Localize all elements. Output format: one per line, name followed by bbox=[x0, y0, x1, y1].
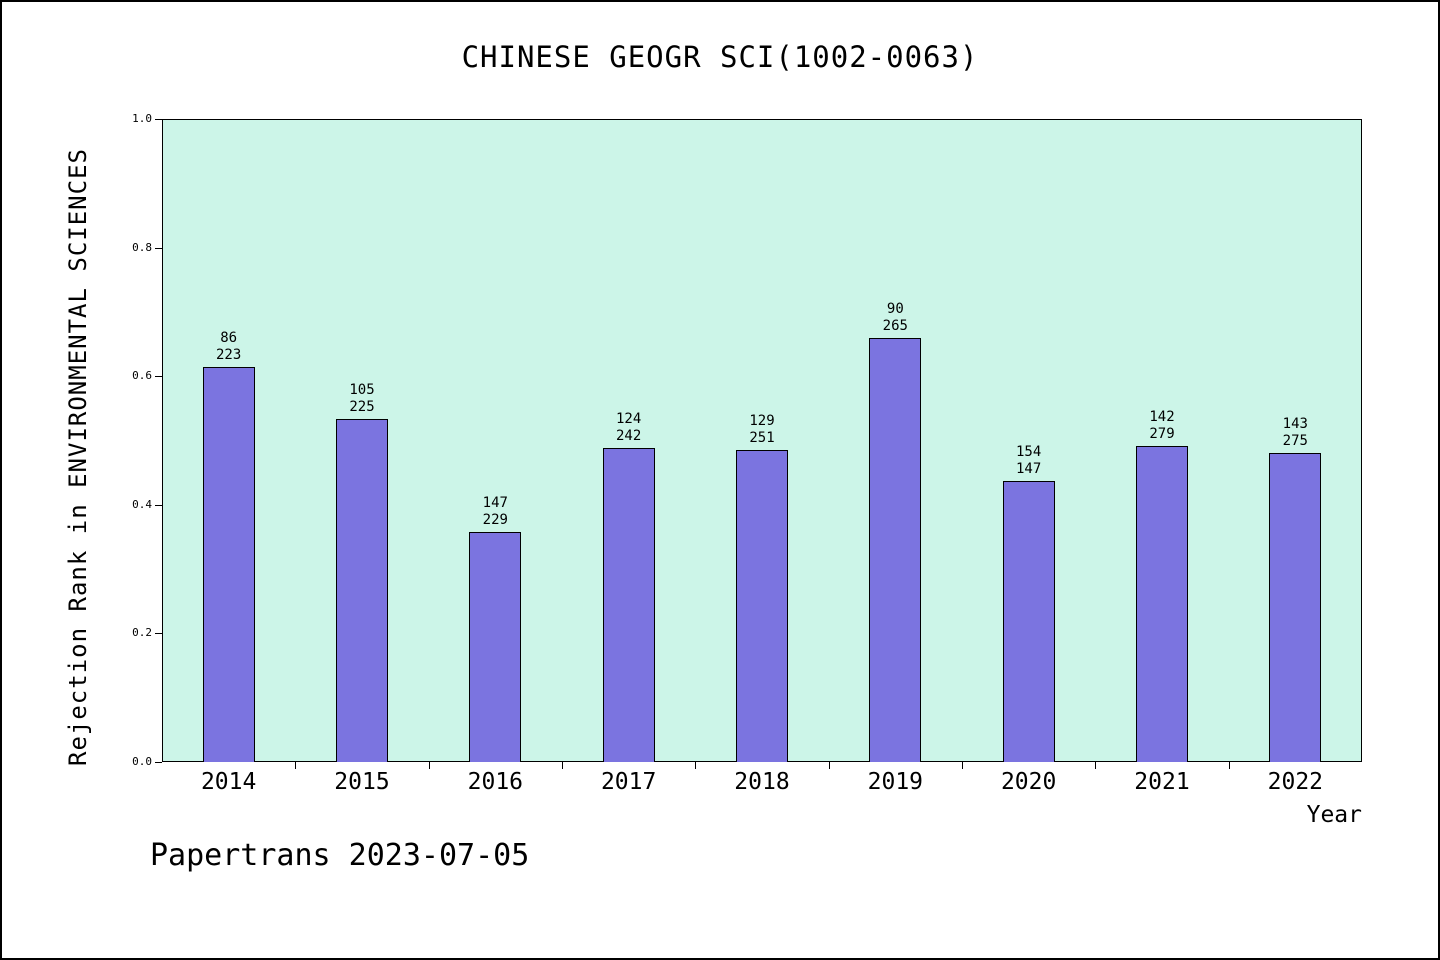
y-axis-tick-label: 0.4 bbox=[132, 498, 152, 511]
x-axis-tick bbox=[562, 762, 563, 769]
x-tick-label-2020: 2020 bbox=[1000, 769, 1057, 795]
chart-area: 86 223 2014 105 225 2015 147 229 2016 124 242 2… bbox=[132, 112, 1362, 795]
bar-2020 bbox=[1002, 481, 1055, 762]
y-axis-label: Rejection Rank in ENVIRONMENTAL SCIENCES bbox=[64, 148, 92, 766]
bar-label-2021: 142 279 bbox=[1149, 409, 1175, 442]
bar-2019 bbox=[869, 338, 922, 762]
y-axis-tick bbox=[155, 762, 162, 763]
x-axis-tick bbox=[428, 762, 430, 769]
y-axis-tick bbox=[155, 119, 162, 120]
bar-label-2016: 147 229 bbox=[482, 495, 508, 528]
y-axis-tick-label: 0.6 bbox=[132, 369, 152, 382]
x-axis-tick bbox=[1228, 762, 1230, 769]
x-tick-label-2014: 2014 bbox=[200, 769, 257, 795]
y-axis-tick bbox=[155, 376, 162, 377]
x-tick-label-2021: 2021 bbox=[1134, 769, 1190, 795]
watermark-footer: Papertrans 2023-07-05 bbox=[150, 838, 530, 873]
x-axis-tick bbox=[695, 762, 697, 769]
bar-2014 bbox=[202, 367, 255, 762]
y-axis-tick-label: 0.0 bbox=[132, 755, 152, 768]
bar-2021 bbox=[1136, 446, 1188, 762]
y-axis-tick bbox=[155, 505, 162, 506]
bar-2018 bbox=[736, 450, 788, 762]
x-tick-label-2015: 2015 bbox=[334, 769, 390, 795]
x-tick-label-2016: 2016 bbox=[467, 769, 524, 795]
x-axis-tick bbox=[962, 762, 963, 769]
chart-title: CHINESE GEOGR SCI(1002-0063) bbox=[461, 40, 979, 74]
y-axis-tick-label: 1.0 bbox=[132, 112, 152, 125]
y-axis-tick-label: 0.8 bbox=[132, 241, 152, 254]
bar-label-2015: 105 225 bbox=[349, 382, 375, 415]
bar-label-2022: 143 275 bbox=[1282, 416, 1308, 449]
bar-label-2017: 124 242 bbox=[616, 411, 642, 444]
bar-label-2014: 86 223 bbox=[216, 330, 242, 363]
x-tick-label-2017: 2017 bbox=[600, 769, 657, 795]
y-axis-tick bbox=[155, 633, 162, 634]
bar-label-2019: 90 265 bbox=[882, 301, 908, 334]
y-axis-tick-label: 0.2 bbox=[132, 626, 152, 639]
x-axis-label: Year bbox=[1306, 802, 1362, 828]
bar-2022 bbox=[1269, 453, 1322, 762]
x-tick-label-2019: 2019 bbox=[867, 769, 924, 795]
bar-2015 bbox=[336, 419, 388, 762]
bar-2016 bbox=[469, 532, 522, 762]
x-axis-tick bbox=[295, 762, 297, 769]
x-tick-label-2022: 2022 bbox=[1267, 769, 1324, 795]
bar-2017 bbox=[602, 448, 655, 762]
x-axis-tick bbox=[1095, 762, 1097, 769]
x-tick-label-2018: 2018 bbox=[734, 769, 790, 795]
bar-label-2020: 154 147 bbox=[1016, 444, 1042, 477]
x-axis-tick bbox=[828, 762, 830, 769]
bar-label-2018: 129 251 bbox=[749, 413, 775, 446]
y-axis-tick bbox=[155, 248, 162, 249]
